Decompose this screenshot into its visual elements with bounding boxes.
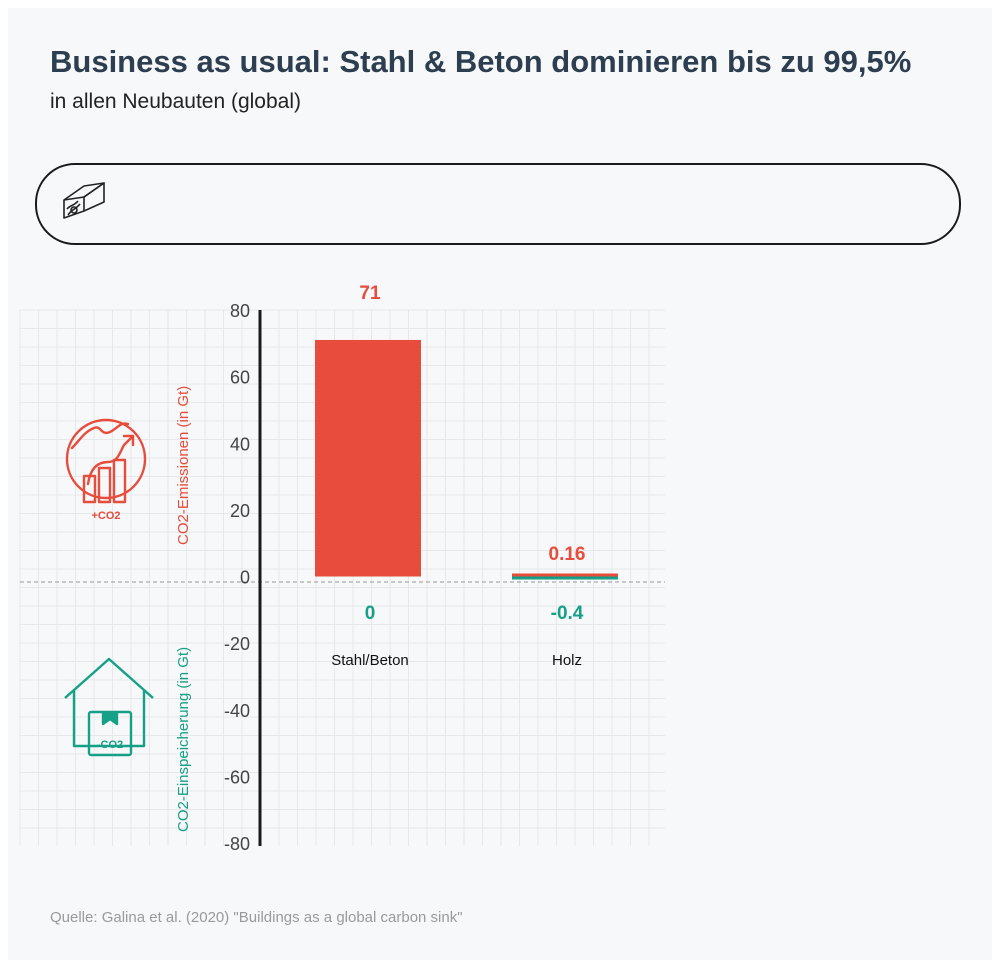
y-axis-label-storage: CO2-Einspeicherung (in Gt) <box>175 647 192 832</box>
data-label-storage: -0.4 <box>551 603 584 624</box>
y-tick-label: -20 <box>224 634 250 654</box>
bar-emission <box>315 339 421 577</box>
slider-track[interactable] <box>35 163 961 245</box>
category-labels: Stahl/Beton Holz <box>331 652 582 669</box>
bar-storage <box>512 576 618 580</box>
page-title: Business as usual: Stahl & Beton dominie… <box>50 44 912 79</box>
data-label-emission: 0.16 <box>549 544 586 565</box>
y-axis-label-emissions: CO2-Emissionen (in Gt) <box>175 386 192 545</box>
bars <box>315 339 618 580</box>
value-labels: 71 0 0.16 -0.4 <box>359 283 585 624</box>
y-tick-label: 20 <box>230 501 250 521</box>
y-tick-label: 80 <box>230 301 250 321</box>
y-tick-labels: 80 60 40 20 0 -20 -40 -60 -80 <box>224 301 250 854</box>
page-subtitle: in allen Neubauten (global) <box>50 90 302 113</box>
category-label: Holz <box>552 652 582 669</box>
source-footnote: Quelle: Galina et al. (2020) "Buildings … <box>50 909 463 926</box>
bar-emission <box>512 573 618 577</box>
y-tick-label: 60 <box>230 368 250 388</box>
wood-beam-icon[interactable] <box>60 180 106 227</box>
y-tick-label: -60 <box>224 767 250 787</box>
emission-icon-label: +CO2 <box>91 510 120 522</box>
globe-rising-chart-icon <box>65 418 147 504</box>
y-tick-label: 40 <box>230 434 250 454</box>
data-label-storage: 0 <box>365 603 376 624</box>
storage-icon-label: -CO2 <box>97 739 123 751</box>
category-label: Stahl/Beton <box>331 652 409 669</box>
data-label-emission: 71 <box>359 283 381 304</box>
y-tick-label: -40 <box>224 701 250 721</box>
house-storage-icon <box>64 657 154 757</box>
y-tick-label: -80 <box>224 834 250 854</box>
y-tick-label: 0 <box>240 568 250 588</box>
